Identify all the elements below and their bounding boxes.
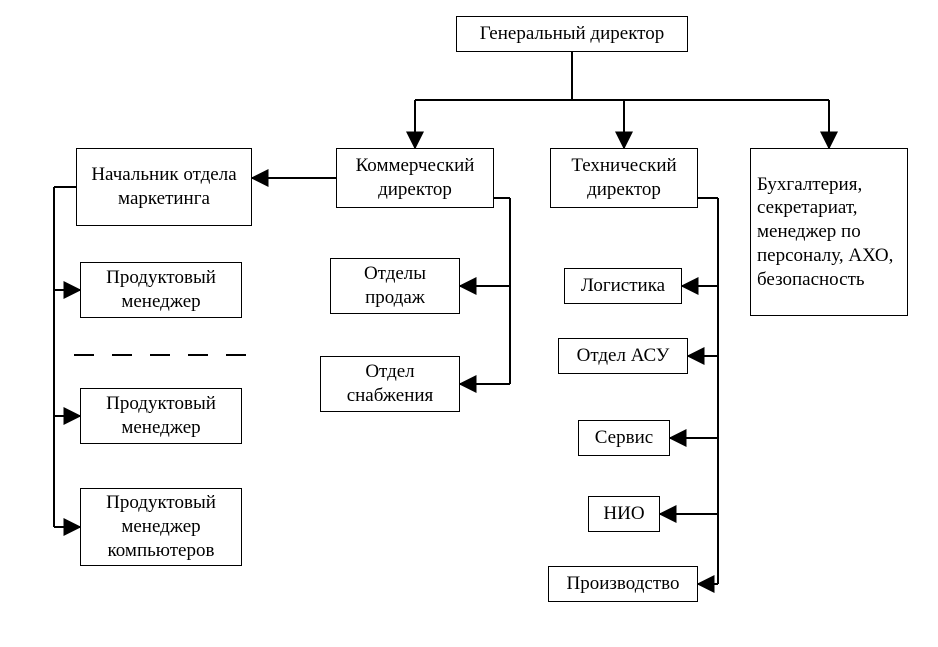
node-label: Технический директор	[557, 154, 691, 202]
node-label: Продуктовый менеджер компьютеров	[87, 491, 235, 562]
node-label: НИО	[603, 502, 644, 526]
node-product-manager-1: Продуктовый менеджер	[80, 262, 242, 318]
node-technical-director: Технический директор	[550, 148, 698, 208]
node-label: Отдел АСУ	[577, 344, 670, 368]
node-commercial-director: Коммерческий директор	[336, 148, 494, 208]
node-supply-dept: Отдел снабжения	[320, 356, 460, 412]
node-marketing-head: Начальник отдела маркетинга	[76, 148, 252, 226]
node-service: Сервис	[578, 420, 670, 456]
node-label: Сервис	[595, 426, 653, 450]
node-nio: НИО	[588, 496, 660, 532]
node-production: Производство	[548, 566, 698, 602]
node-sales-dept: Отделы продаж	[330, 258, 460, 314]
node-label: Отдел снабжения	[327, 360, 453, 408]
node-label: Начальник отдела маркетинга	[83, 163, 245, 211]
node-label: Бухгалтерия, секретариат, менеджер по пе…	[757, 173, 901, 292]
node-product-manager-computers: Продуктовый менеджер компьютеров	[80, 488, 242, 566]
node-label: Коммерческий директор	[343, 154, 487, 202]
node-label: Продуктовый менеджер	[87, 392, 235, 440]
org-chart: Генеральный директор Начальник отдела ма…	[0, 0, 938, 647]
node-general-director: Генеральный директор	[456, 16, 688, 52]
node-label: Продуктовый менеджер	[87, 266, 235, 314]
node-label: Производство	[567, 572, 680, 596]
node-label: Генеральный директор	[480, 22, 664, 46]
node-label: Отделы продаж	[337, 262, 453, 310]
node-acs-dept: Отдел АСУ	[558, 338, 688, 374]
node-admin-block: Бухгалтерия, секретариат, менеджер по пе…	[750, 148, 908, 316]
node-product-manager-2: Продуктовый менеджер	[80, 388, 242, 444]
node-label: Логистика	[581, 274, 665, 298]
node-logistics: Логистика	[564, 268, 682, 304]
